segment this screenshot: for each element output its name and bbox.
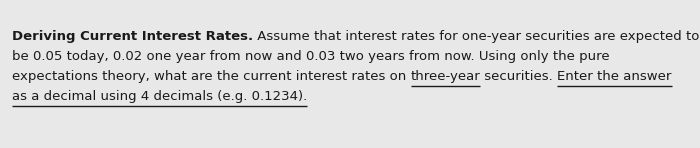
- Text: Assume that interest rates for one-year securities are expected to: Assume that interest rates for one-year …: [253, 30, 699, 43]
- Text: as a decimal using 4 decimals (e.g. 0.1234).: as a decimal using 4 decimals (e.g. 0.12…: [12, 90, 307, 103]
- Text: securities.: securities.: [480, 70, 557, 83]
- Text: be 0.05 today, 0.02 one year from now and 0.03 two years from now. Using only th: be 0.05 today, 0.02 one year from now an…: [12, 50, 610, 63]
- Text: three-year: three-year: [410, 70, 480, 83]
- Text: expectations theory, what are the current interest rates on: expectations theory, what are the curren…: [12, 70, 410, 83]
- Text: Deriving Current Interest Rates.: Deriving Current Interest Rates.: [12, 30, 253, 43]
- Text: Enter the answer: Enter the answer: [557, 70, 671, 83]
